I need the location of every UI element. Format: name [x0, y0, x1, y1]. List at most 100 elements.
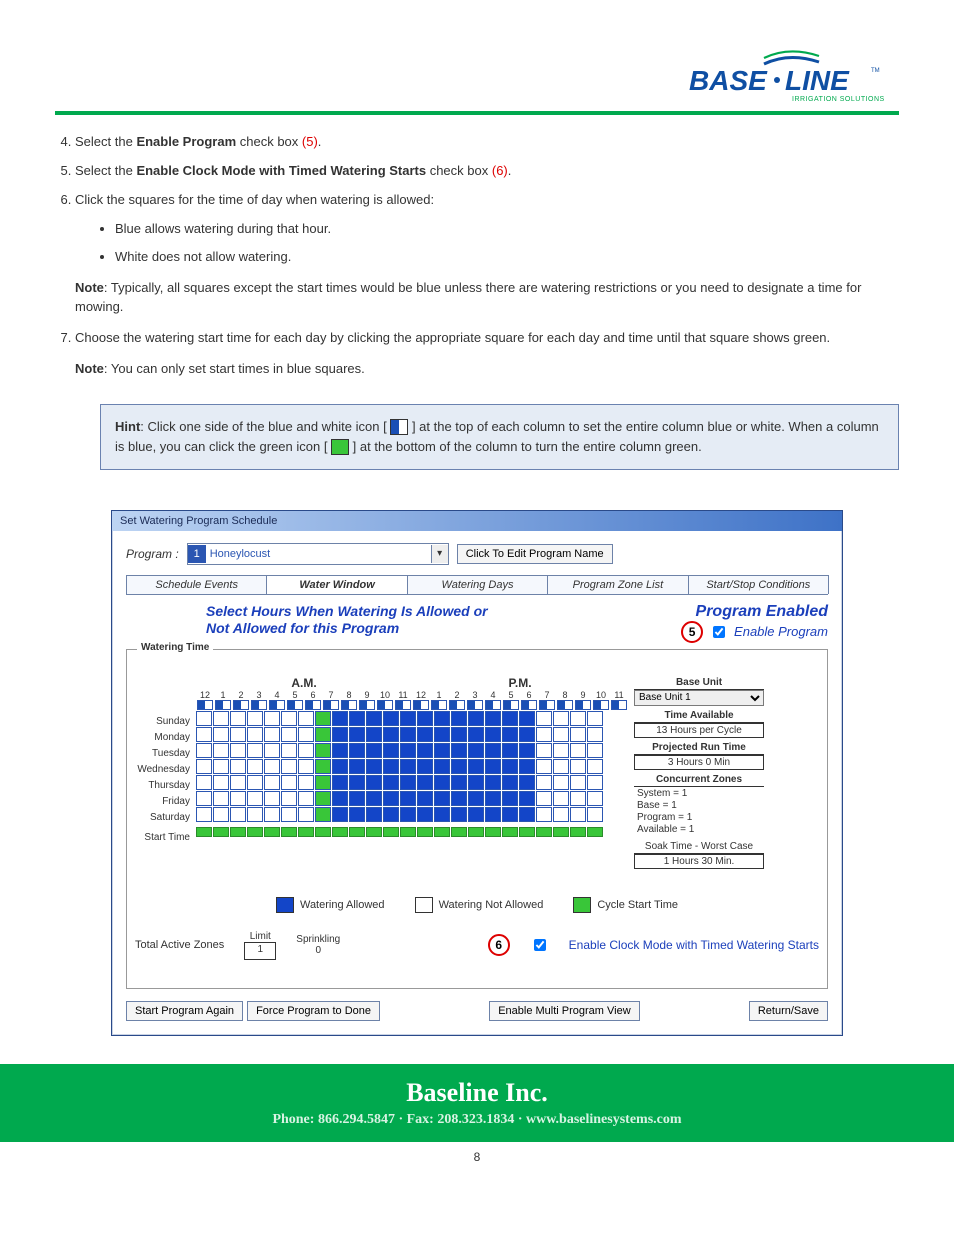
schedule-cell[interactable]: [434, 759, 450, 774]
schedule-cell[interactable]: [587, 743, 603, 758]
schedule-cell[interactable]: [366, 743, 382, 758]
schedule-cell[interactable]: [196, 775, 212, 790]
start-time-cell[interactable]: [434, 827, 450, 837]
column-toggle-icon[interactable]: [377, 700, 393, 710]
column-toggle-icon[interactable]: [395, 700, 411, 710]
column-toggle-icon[interactable]: [305, 700, 321, 710]
schedule-cell[interactable]: [451, 807, 467, 822]
schedule-cell[interactable]: [553, 711, 569, 726]
schedule-cell[interactable]: [383, 775, 399, 790]
schedule-cell[interactable]: [264, 791, 280, 806]
schedule-cell[interactable]: [230, 791, 246, 806]
schedule-cell[interactable]: [298, 759, 314, 774]
schedule-cell[interactable]: [196, 791, 212, 806]
start-time-cell[interactable]: [519, 827, 535, 837]
schedule-cell[interactable]: [502, 791, 518, 806]
schedule-cell[interactable]: [400, 711, 416, 726]
schedule-cell[interactable]: [553, 727, 569, 742]
start-time-cell[interactable]: [536, 827, 552, 837]
schedule-cell[interactable]: [366, 791, 382, 806]
schedule-cell[interactable]: [434, 807, 450, 822]
schedule-cell[interactable]: [587, 759, 603, 774]
column-toggle-icon[interactable]: [323, 700, 339, 710]
schedule-cell[interactable]: [315, 807, 331, 822]
schedule-cell[interactable]: [349, 807, 365, 822]
start-time-cell[interactable]: [502, 827, 518, 837]
force-program-done-button[interactable]: Force Program to Done: [247, 1001, 380, 1021]
tab-water-window[interactable]: Water Window: [266, 575, 407, 594]
schedule-cell[interactable]: [587, 807, 603, 822]
column-toggle-icon[interactable]: [269, 700, 285, 710]
start-time-cell[interactable]: [349, 827, 365, 837]
schedule-cell[interactable]: [468, 711, 484, 726]
schedule-cell[interactable]: [502, 743, 518, 758]
start-time-cell[interactable]: [400, 827, 416, 837]
schedule-cell[interactable]: [196, 711, 212, 726]
schedule-cell[interactable]: [570, 775, 586, 790]
column-toggle-icon[interactable]: [611, 700, 627, 710]
schedule-cell[interactable]: [587, 775, 603, 790]
schedule-cell[interactable]: [451, 727, 467, 742]
start-time-cell[interactable]: [451, 827, 467, 837]
column-toggle-icon[interactable]: [251, 700, 267, 710]
schedule-cell[interactable]: [519, 775, 535, 790]
schedule-cell[interactable]: [451, 775, 467, 790]
column-toggle-icon[interactable]: [503, 700, 519, 710]
schedule-cell[interactable]: [485, 759, 501, 774]
schedule-cell[interactable]: [434, 743, 450, 758]
edit-program-name-button[interactable]: Click To Edit Program Name: [457, 544, 613, 564]
schedule-cell[interactable]: [468, 743, 484, 758]
column-toggle-icon[interactable]: [521, 700, 537, 710]
schedule-cell[interactable]: [434, 775, 450, 790]
schedule-cell[interactable]: [383, 791, 399, 806]
schedule-cell[interactable]: [400, 775, 416, 790]
column-toggle-icon[interactable]: [413, 700, 429, 710]
schedule-cell[interactable]: [502, 711, 518, 726]
schedule-cell[interactable]: [536, 727, 552, 742]
schedule-cell[interactable]: [349, 743, 365, 758]
schedule-cell[interactable]: [213, 759, 229, 774]
schedule-cell[interactable]: [298, 791, 314, 806]
schedule-cell[interactable]: [366, 807, 382, 822]
schedule-cell[interactable]: [196, 743, 212, 758]
start-time-cell[interactable]: [264, 827, 280, 837]
schedule-cell[interactable]: [536, 807, 552, 822]
schedule-cell[interactable]: [332, 743, 348, 758]
schedule-cell[interactable]: [349, 791, 365, 806]
schedule-cell[interactable]: [332, 727, 348, 742]
schedule-cell[interactable]: [400, 807, 416, 822]
start-time-cell[interactable]: [417, 827, 433, 837]
column-toggle-icon[interactable]: [467, 700, 483, 710]
schedule-cell[interactable]: [298, 727, 314, 742]
schedule-cell[interactable]: [451, 711, 467, 726]
start-time-cell[interactable]: [553, 827, 569, 837]
schedule-cell[interactable]: [281, 711, 297, 726]
start-program-again-button[interactable]: Start Program Again: [126, 1001, 243, 1021]
schedule-cell[interactable]: [400, 743, 416, 758]
schedule-cell[interactable]: [570, 743, 586, 758]
start-time-cell[interactable]: [196, 827, 212, 837]
column-toggle-icon[interactable]: [449, 700, 465, 710]
column-toggle-icon[interactable]: [341, 700, 357, 710]
tab-schedule-events[interactable]: Schedule Events: [126, 575, 267, 594]
schedule-cell[interactable]: [213, 807, 229, 822]
schedule-cell[interactable]: [383, 727, 399, 742]
schedule-cell[interactable]: [281, 807, 297, 822]
schedule-cell[interactable]: [247, 807, 263, 822]
start-time-cell[interactable]: [366, 827, 382, 837]
enable-clock-mode-checkbox[interactable]: [534, 939, 546, 951]
tab-watering-days[interactable]: Watering Days: [407, 575, 548, 594]
schedule-cell[interactable]: [536, 711, 552, 726]
schedule-cell[interactable]: [587, 791, 603, 806]
schedule-cell[interactable]: [434, 791, 450, 806]
schedule-cell[interactable]: [315, 727, 331, 742]
schedule-cell[interactable]: [400, 759, 416, 774]
schedule-cell[interactable]: [281, 727, 297, 742]
schedule-cell[interactable]: [468, 807, 484, 822]
schedule-cell[interactable]: [332, 775, 348, 790]
schedule-cell[interactable]: [332, 807, 348, 822]
schedule-cell[interactable]: [468, 759, 484, 774]
start-time-cell[interactable]: [468, 827, 484, 837]
schedule-cell[interactable]: [349, 759, 365, 774]
schedule-cell[interactable]: [281, 791, 297, 806]
